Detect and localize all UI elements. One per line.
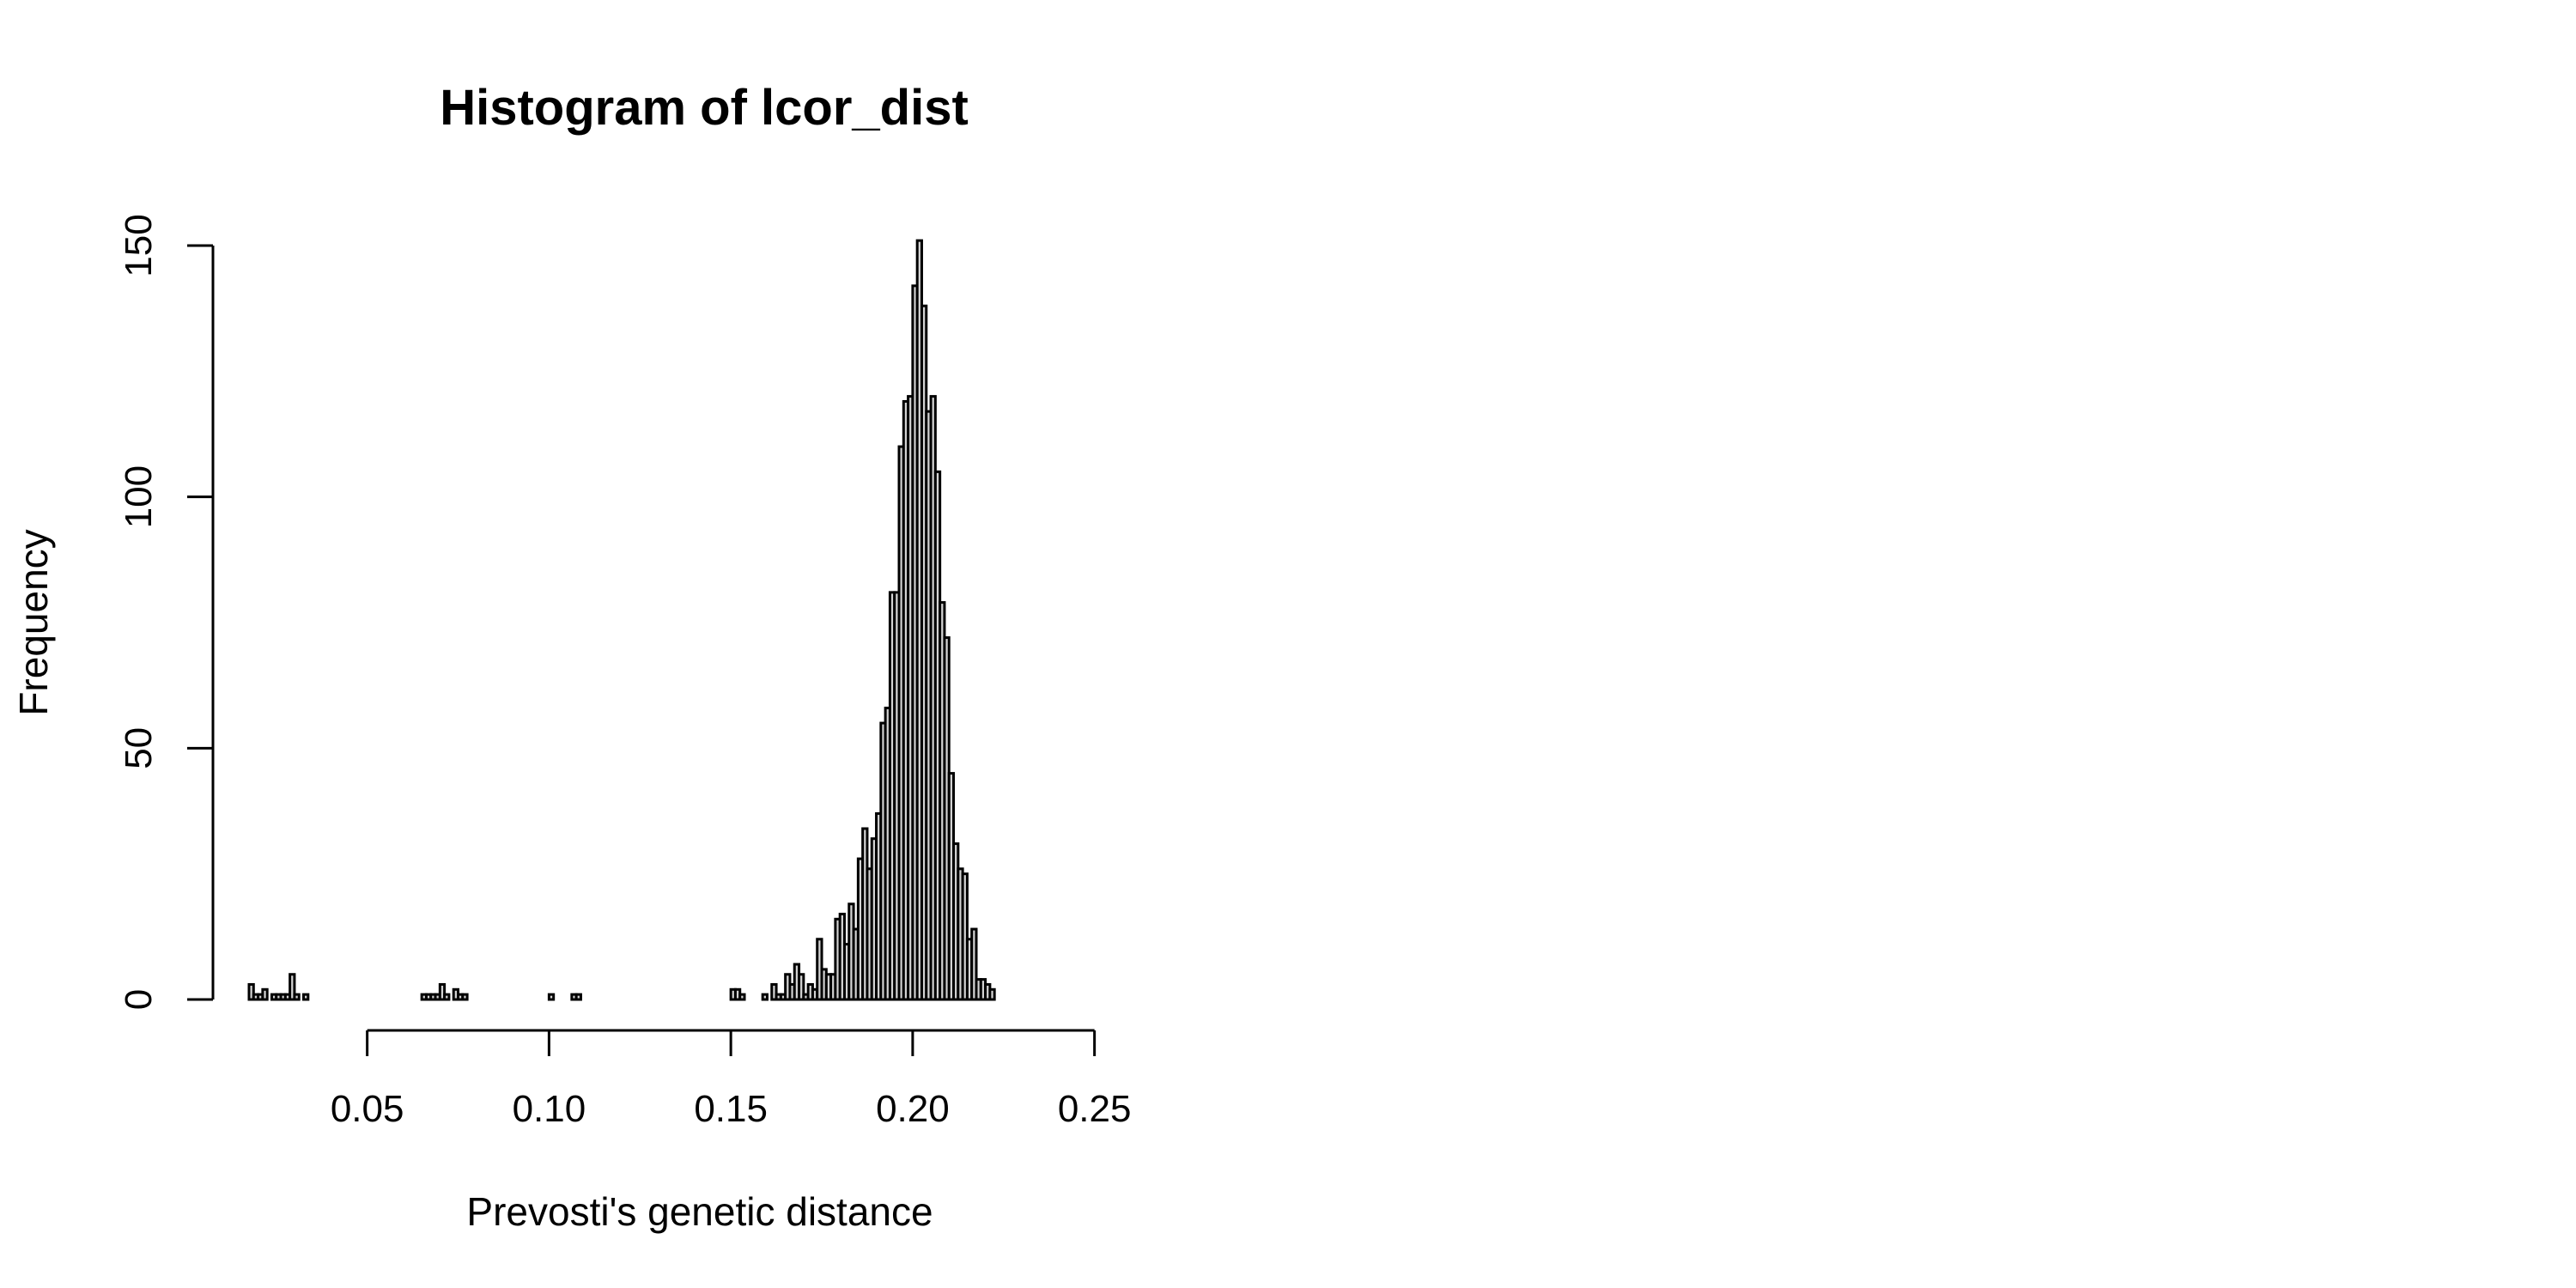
x-axis-label: Prevosti's genetic distance xyxy=(466,1189,933,1234)
y-tick-label: 0 xyxy=(118,989,160,1010)
x-tick-label: 0.05 xyxy=(331,1088,404,1130)
bars-group xyxy=(247,239,996,1001)
histogram-bar xyxy=(961,872,969,1001)
x-tick-label: 0.15 xyxy=(694,1088,768,1130)
histogram-bar xyxy=(988,987,996,1001)
y-tick-label: 100 xyxy=(118,465,160,528)
y-tick-label: 50 xyxy=(118,727,160,769)
histogram-bar xyxy=(970,927,978,1001)
histogram-bar xyxy=(289,973,296,1001)
x-tick-label: 0.25 xyxy=(1058,1088,1132,1130)
histogram-bar xyxy=(770,982,778,1001)
histogram-bar xyxy=(438,982,447,1001)
x-axis: 0.05 0.10 0.15 0.20 0.25 xyxy=(331,1029,1132,1130)
histogram-bar xyxy=(547,993,556,1001)
histogram-bar xyxy=(443,993,451,1001)
histogram-bar xyxy=(761,993,769,1001)
histogram-bar xyxy=(574,993,582,1001)
histogram-bar xyxy=(738,993,746,1001)
histogram-bar xyxy=(261,987,269,1001)
histogram-bar xyxy=(461,993,469,1001)
histogram-bar xyxy=(293,993,301,1001)
chart-title: Histogram of lcor_dist xyxy=(440,80,969,136)
histogram-bar xyxy=(302,993,310,1001)
x-tick-label: 0.10 xyxy=(513,1088,586,1130)
histogram-bar xyxy=(247,982,255,1001)
histogram-bar xyxy=(798,973,805,1001)
y-tick-label: 150 xyxy=(118,214,160,276)
y-axis: 0 50 100 150 xyxy=(118,214,215,1010)
y-axis-label: Frequency xyxy=(11,529,56,715)
x-tick-label: 0.20 xyxy=(876,1088,950,1130)
